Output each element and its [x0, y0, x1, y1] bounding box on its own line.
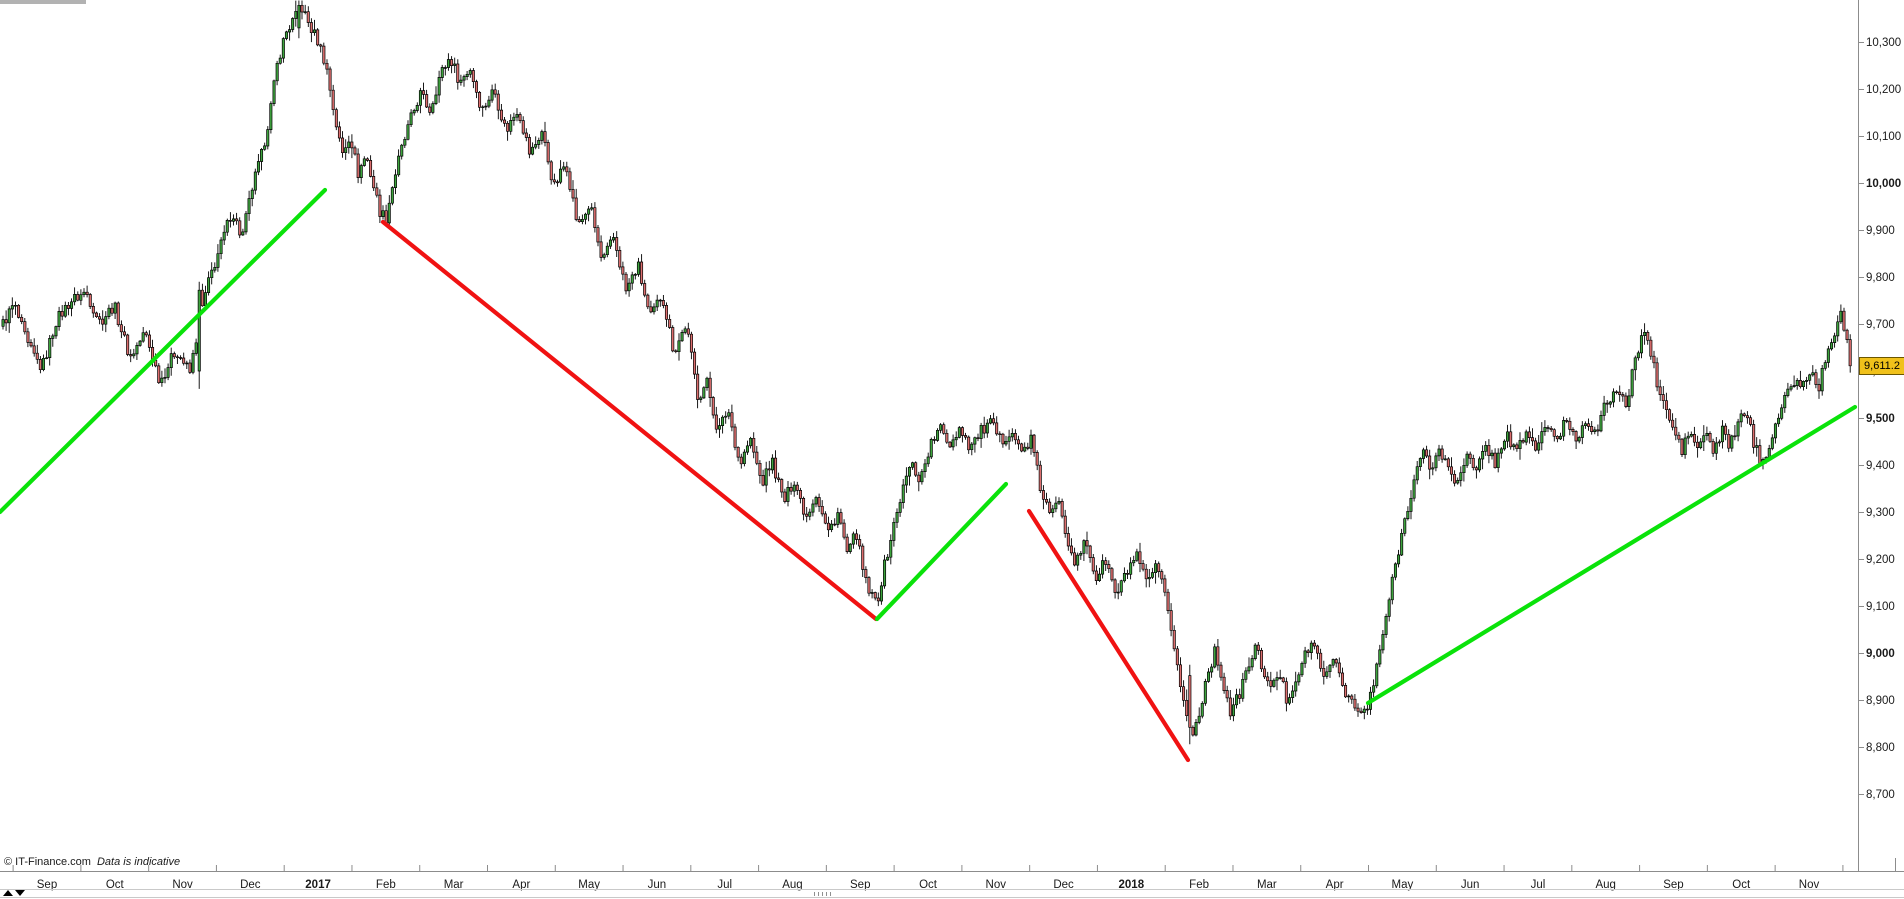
svg-text:8,800: 8,800 — [1866, 742, 1895, 754]
svg-text:8,700: 8,700 — [1866, 789, 1895, 801]
time-axis[interactable]: Sep Oct Nov Dec 2017 Feb Mar Apr May Jun Jul Aug Sep… — [12, 865, 1844, 891]
svg-text:10,200: 10,200 — [1866, 84, 1901, 96]
svg-text:May: May — [1392, 879, 1414, 891]
svg-text:Jun: Jun — [1461, 879, 1480, 891]
svg-text:Mar: Mar — [1257, 879, 1277, 891]
svg-text:Jul: Jul — [717, 879, 732, 891]
svg-text:10,100: 10,100 — [1866, 131, 1901, 143]
price-axis[interactable]: 10,300 10,200 10,100 10,000 9,900 9,800 9,700 9… — [1858, 37, 1901, 801]
copyright-text: © IT-Finance.com — [4, 856, 91, 868]
trend-line-uptrend-2016[interactable] — [0, 187, 328, 515]
svg-text:May: May — [578, 879, 600, 891]
svg-text:Jul: Jul — [1531, 879, 1546, 891]
svg-text:2017: 2017 — [305, 879, 331, 891]
svg-text:Dec: Dec — [1053, 879, 1074, 891]
candles — [1, 0, 1852, 745]
svg-text:Sep: Sep — [850, 879, 870, 891]
svg-text:Oct: Oct — [106, 879, 125, 891]
panel-collapse-down-arrow-icon[interactable] — [15, 890, 25, 896]
svg-text:Apr: Apr — [512, 879, 530, 891]
svg-text:9,900: 9,900 — [1866, 225, 1895, 237]
svg-text:9,100: 9,100 — [1866, 601, 1895, 613]
panel-collapse-up-arrow-icon[interactable] — [3, 890, 13, 896]
svg-text:9,200: 9,200 — [1866, 554, 1895, 566]
last-price-badge: 9,611.2 — [1859, 356, 1904, 375]
svg-text:2018: 2018 — [1119, 879, 1145, 891]
svg-text:Apr: Apr — [1326, 879, 1344, 891]
svg-text:9,700: 9,700 — [1866, 319, 1895, 331]
svg-text:Aug: Aug — [782, 879, 802, 891]
svg-text:10,000: 10,000 — [1866, 178, 1901, 190]
svg-text:Sep: Sep — [37, 879, 57, 891]
hscrollbar-track-top — [0, 889, 1904, 890]
svg-text:9,000: 9,000 — [1866, 648, 1895, 660]
svg-text:Mar: Mar — [444, 879, 464, 891]
svg-text:Feb: Feb — [1189, 879, 1209, 891]
svg-text:10,300: 10,300 — [1866, 37, 1901, 49]
svg-text:Oct: Oct — [919, 879, 938, 891]
svg-text:Jun: Jun — [648, 879, 667, 891]
hscrollbar-track-bottom — [0, 897, 1904, 898]
hscrollbar-drag-handle[interactable] — [814, 892, 831, 896]
top-scroll-indicator-bar — [0, 0, 86, 4]
trend-lines[interactable] — [0, 187, 1858, 763]
trend-line-downtrend-early-2018[interactable] — [1026, 508, 1191, 763]
svg-text:9,500: 9,500 — [1866, 413, 1895, 425]
trend-line-downtrend-2017[interactable] — [380, 219, 879, 622]
svg-text:Nov: Nov — [172, 879, 193, 891]
svg-text:9,300: 9,300 — [1866, 507, 1895, 519]
svg-text:Feb: Feb — [376, 879, 396, 891]
svg-text:9,800: 9,800 — [1866, 272, 1895, 284]
svg-text:Oct: Oct — [1732, 879, 1751, 891]
chart-frame — [0, 0, 1904, 872]
svg-text:Aug: Aug — [1595, 879, 1615, 891]
trend-line-uptrend-2018[interactable] — [1365, 404, 1858, 706]
svg-text:9,400: 9,400 — [1866, 460, 1895, 472]
data-indicative-note: Data is indicative — [96, 856, 181, 868]
svg-text:Sep: Sep — [1663, 879, 1683, 891]
svg-text:Nov: Nov — [986, 879, 1007, 891]
footer: © IT-Finance.com Data is indicative — [4, 856, 180, 868]
trend-line-rebound-oct-2017[interactable] — [874, 481, 1009, 622]
svg-text:Nov: Nov — [1799, 879, 1820, 891]
svg-text:8,900: 8,900 — [1866, 695, 1895, 707]
svg-text:Dec: Dec — [240, 879, 261, 891]
